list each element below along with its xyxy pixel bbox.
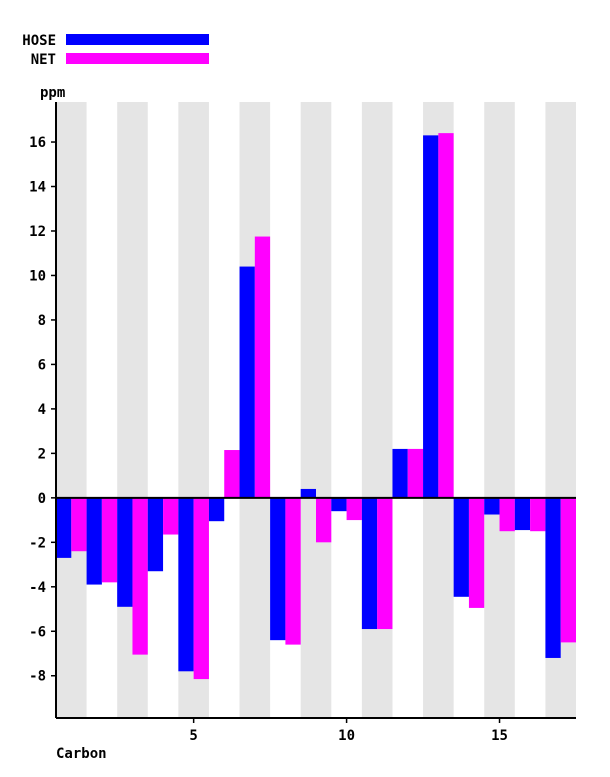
y-tick-label: 12: [29, 224, 46, 240]
bar-net-16: [530, 497, 546, 532]
bars: [56, 133, 576, 680]
bar-hose-2: [86, 497, 102, 585]
legend-label-net: NET: [31, 52, 56, 68]
bar-hose-7: [239, 266, 255, 498]
bar-hose-6: [208, 497, 225, 522]
bar-net-12: [407, 448, 424, 498]
y-tick-label: 10: [29, 268, 46, 284]
x-ticks: 5 10 15: [189, 718, 508, 744]
bar-net-7: [254, 236, 271, 498]
x-tick-label: 10: [338, 728, 355, 744]
bar-hose-4: [147, 497, 164, 572]
bar-hose-3: [117, 497, 133, 607]
bar-net-8: [285, 497, 301, 645]
bar-hose-8: [270, 497, 286, 641]
bar-hose-14: [453, 497, 469, 597]
bar-net-6: [224, 450, 240, 498]
y-tick-label: -2: [29, 535, 46, 551]
x-tick-label: 15: [491, 728, 508, 744]
y-tick-label: 8: [38, 313, 46, 329]
y-tick-label: -6: [29, 624, 46, 640]
bar-hose-5: [178, 497, 194, 672]
legend-swatch-hose: [66, 34, 209, 45]
legend-swatch-net: [66, 53, 209, 64]
bar-net-9: [316, 497, 332, 543]
band-1: [56, 102, 87, 718]
bar-hose-10: [331, 497, 347, 512]
bar-net-13: [438, 133, 454, 498]
x-axis-label: Carbon: [56, 746, 107, 762]
y-tick-label: 0: [38, 491, 46, 507]
x-tick-label: 5: [189, 728, 197, 744]
bar-hose-1: [56, 497, 72, 558]
bar-hose-15: [484, 497, 500, 515]
bar-net-4: [163, 497, 179, 535]
y-ticks: -8 -6 -4 -2 0 2 4 6 8 10 12 14 16: [29, 135, 56, 685]
band-15: [484, 102, 515, 718]
background-bands: [56, 102, 576, 718]
bar-net-2: [101, 497, 118, 583]
y-tick-label: 14: [29, 180, 46, 196]
y-tick-label: -8: [29, 669, 46, 685]
legend: HOSE NET: [22, 33, 209, 68]
bar-hose-16: [514, 497, 531, 531]
legend-label-hose: HOSE: [22, 33, 56, 49]
bar-hose-11: [361, 497, 378, 630]
bar-net-10: [346, 497, 362, 521]
bar-net-15: [499, 497, 515, 532]
bar-net-11: [377, 497, 393, 630]
bar-hose-13: [423, 135, 439, 498]
bar-net-5: [193, 497, 209, 680]
band-9: [300, 102, 332, 718]
bar-net-1: [71, 497, 87, 552]
y-tick-label: -4: [29, 580, 46, 596]
y-tick-label: 16: [29, 135, 46, 151]
bar-hose-17: [545, 497, 561, 658]
bar-hose-9: [300, 488, 316, 498]
y-tick-label: 6: [38, 357, 46, 373]
bar-net-17: [560, 497, 576, 643]
bar-net-14: [468, 497, 485, 608]
y-tick-label: 2: [38, 446, 46, 462]
bar-hose-12: [392, 448, 408, 498]
y-axis-label: ppm: [40, 85, 65, 101]
bar-net-3: [132, 497, 148, 655]
y-tick-label: 4: [38, 402, 46, 418]
